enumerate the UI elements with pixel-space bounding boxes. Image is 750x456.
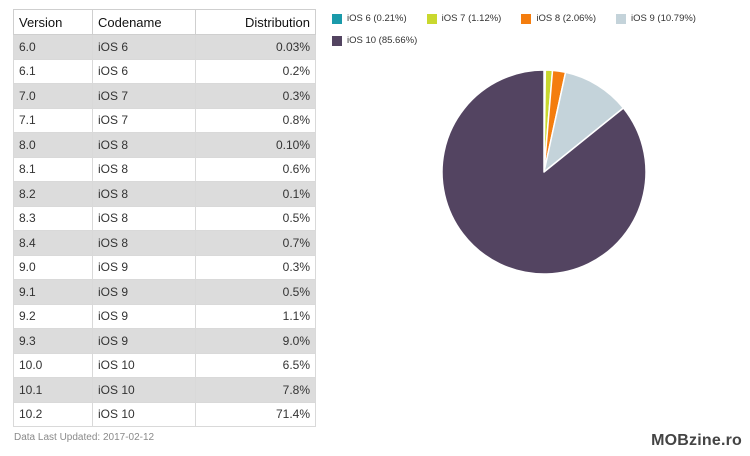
- cell-codename: iOS 8: [92, 132, 196, 158]
- table-row: 7.0 iOS 7 0.3%: [13, 83, 316, 109]
- table-row: 8.4 iOS 8 0.7%: [13, 230, 316, 256]
- cell-distribution: 0.1%: [195, 181, 316, 207]
- header-version: Version: [13, 9, 93, 35]
- cell-codename: iOS 9: [92, 303, 196, 329]
- table-header-row: Version Codename Distribution: [13, 9, 316, 35]
- cell-codename: iOS 10: [92, 352, 196, 378]
- cell-codename: iOS 6: [92, 34, 196, 60]
- distribution-table: Version Codename Distribution 6.0 iOS 6 0.…: [13, 9, 316, 427]
- table-row: 9.0 iOS 9 0.3%: [13, 254, 316, 280]
- cell-codename: iOS 10: [92, 377, 196, 403]
- cell-version: 8.2: [13, 181, 93, 207]
- table-row: 9.3 iOS 9 9.0%: [13, 328, 316, 354]
- legend-swatch: [616, 13, 627, 24]
- table-row: 9.2 iOS 9 1.1%: [13, 303, 316, 329]
- pie-slice-ios-9[interactable]: [543, 71, 625, 173]
- legend-item[interactable]: iOS 8 (2.06%): [521, 13, 596, 24]
- table-row: 8.3 iOS 8 0.5%: [13, 205, 316, 231]
- table-row: 10.2 iOS 10 71.4%: [13, 401, 316, 427]
- header-codename: Codename: [92, 9, 196, 35]
- cell-codename: iOS 7: [92, 83, 196, 109]
- cell-distribution: 0.7%: [195, 230, 316, 256]
- cell-distribution: 0.2%: [195, 58, 316, 84]
- cell-codename: iOS 9: [92, 328, 196, 354]
- cell-version: 9.1: [13, 279, 93, 305]
- last-updated-note: Data Last Updated: 2017-02-12: [14, 432, 155, 443]
- cell-distribution: 9.0%: [195, 328, 316, 354]
- cell-distribution: 71.4%: [195, 401, 316, 427]
- cell-distribution: 1.1%: [195, 303, 316, 329]
- legend-label: iOS 10 (85.66%): [347, 35, 418, 46]
- pie-chart: [441, 69, 647, 275]
- cell-version: 10.2: [13, 401, 93, 427]
- cell-version: 6.1: [13, 58, 93, 84]
- cell-version: 8.1: [13, 156, 93, 182]
- table-row: 8.1 iOS 8 0.6%: [13, 156, 316, 182]
- cell-version: 9.3: [13, 328, 93, 354]
- table-row: 8.0 iOS 8 0.10%: [13, 132, 316, 158]
- cell-codename: iOS 7: [92, 107, 196, 133]
- table-body: 6.0 iOS 6 0.03% 6.1 iOS 6 0.2% 7.0 iOS 7 0.3% 7.1…: [13, 34, 316, 427]
- cell-codename: iOS 10: [92, 401, 196, 427]
- cell-distribution: 0.5%: [195, 279, 316, 305]
- cell-distribution: 0.10%: [195, 132, 316, 158]
- cell-distribution: 0.8%: [195, 107, 316, 133]
- cell-codename: iOS 9: [92, 254, 196, 280]
- legend-label: iOS 9 (10.79%): [631, 13, 696, 24]
- cell-version: 9.0: [13, 254, 93, 280]
- legend-label: iOS 6 (0.21%): [347, 13, 407, 24]
- cell-codename: iOS 8: [92, 230, 196, 256]
- cell-version: 8.0: [13, 132, 93, 158]
- table-row: 6.1 iOS 6 0.2%: [13, 58, 316, 84]
- cell-version: 9.2: [13, 303, 93, 329]
- legend-item[interactable]: iOS 6 (0.21%): [332, 13, 407, 24]
- table-row: 9.1 iOS 9 0.5%: [13, 279, 316, 305]
- legend-item[interactable]: iOS 7 (1.12%): [426, 13, 502, 24]
- cell-version: 8.3: [13, 205, 93, 231]
- cell-codename: iOS 8: [92, 205, 196, 231]
- cell-version: 7.0: [13, 83, 93, 109]
- header-distribution: Distribution: [195, 9, 316, 35]
- table-row: 10.1 iOS 10 7.8%: [13, 377, 316, 403]
- legend-swatch: [332, 13, 342, 24]
- cell-codename: iOS 9: [92, 279, 196, 305]
- table-row: 7.1 iOS 7 0.8%: [13, 107, 316, 133]
- legend-item[interactable]: iOS 9 (10.79%): [616, 13, 696, 24]
- legend-item[interactable]: iOS 10 (85.66%): [332, 35, 417, 46]
- table-row: 8.2 iOS 8 0.1%: [13, 181, 316, 207]
- cell-distribution: 6.5%: [195, 352, 316, 378]
- cell-version: 10.1: [13, 377, 93, 403]
- table-row: 10.0 iOS 10 6.5%: [13, 352, 316, 378]
- cell-distribution: 0.3%: [195, 83, 316, 109]
- legend-swatch: [426, 13, 437, 24]
- legend-swatch: [521, 13, 532, 24]
- cell-distribution: 7.8%: [195, 377, 316, 403]
- cell-version: 8.4: [13, 230, 93, 256]
- legend-label: iOS 7 (1.12%): [441, 13, 502, 24]
- cell-distribution: 0.03%: [195, 34, 316, 60]
- cell-distribution: 0.5%: [195, 205, 316, 231]
- legend-swatch: [332, 35, 342, 46]
- table-row: 6.0 iOS 6 0.03%: [13, 34, 316, 60]
- cell-distribution: 0.3%: [195, 254, 316, 280]
- cell-codename: iOS 6: [92, 58, 196, 84]
- cell-codename: iOS 8: [92, 156, 196, 182]
- cell-version: 6.0: [13, 34, 93, 60]
- cell-version: 10.0: [13, 352, 93, 378]
- legend-label: iOS 8 (2.06%): [536, 13, 597, 24]
- watermark-logo: MOBzine.ro: [651, 432, 742, 449]
- chart-legend: iOS 6 (0.21%) iOS 7 (1.12%) iOS 8 (2.06%) i…: [332, 13, 742, 46]
- cell-version: 7.1: [13, 107, 93, 133]
- cell-codename: iOS 8: [92, 181, 196, 207]
- cell-distribution: 0.6%: [195, 156, 316, 182]
- pie-slice-ios-10[interactable]: [441, 69, 647, 275]
